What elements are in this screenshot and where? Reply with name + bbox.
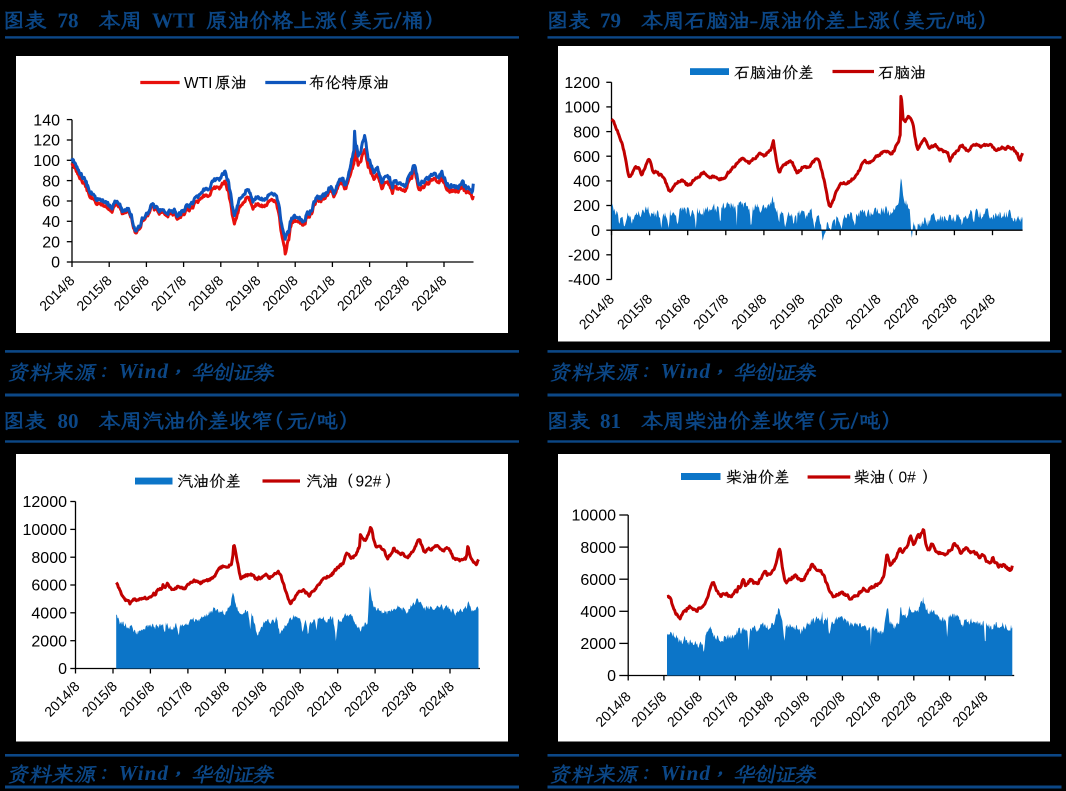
svg-text:800: 800: [573, 124, 600, 141]
svg-text:Wind: Wind: [661, 359, 712, 383]
svg-text:Wind: Wind: [119, 359, 170, 383]
svg-text:1000: 1000: [564, 100, 600, 117]
svg-text:10000: 10000: [572, 508, 617, 525]
svg-text:0: 0: [51, 255, 60, 272]
svg-text:-200: -200: [568, 248, 600, 265]
svg-text:80: 80: [42, 173, 60, 190]
svg-text:92#: 92#: [356, 474, 382, 491]
svg-text:0: 0: [607, 668, 616, 685]
svg-text:4000: 4000: [31, 606, 67, 623]
svg-text:WTI: WTI: [152, 9, 195, 33]
svg-text:2000: 2000: [31, 633, 67, 650]
svg-text:6000: 6000: [580, 572, 616, 589]
svg-text:40: 40: [42, 214, 60, 231]
svg-text:8000: 8000: [580, 540, 616, 557]
svg-text:6000: 6000: [31, 578, 67, 595]
svg-text:0: 0: [58, 661, 67, 678]
svg-text:600: 600: [573, 149, 600, 166]
svg-text:4000: 4000: [580, 604, 616, 621]
svg-text:80: 80: [58, 409, 79, 433]
svg-text:WTI: WTI: [184, 75, 212, 92]
svg-text:0: 0: [591, 223, 600, 240]
svg-text:Wind: Wind: [119, 761, 170, 785]
svg-text:81: 81: [600, 409, 621, 433]
svg-text:20: 20: [42, 234, 60, 251]
svg-text:78: 78: [58, 9, 79, 33]
svg-text:-400: -400: [568, 272, 600, 289]
svg-text:60: 60: [42, 194, 60, 211]
svg-text:Wind: Wind: [661, 761, 712, 785]
svg-text:120: 120: [33, 133, 60, 150]
svg-text:200: 200: [573, 198, 600, 215]
svg-text:79: 79: [600, 9, 621, 33]
svg-text:2000: 2000: [580, 636, 616, 653]
svg-text:0#: 0#: [899, 470, 917, 487]
svg-text:140: 140: [33, 112, 60, 129]
svg-text:100: 100: [33, 153, 60, 170]
svg-text:8000: 8000: [31, 550, 67, 567]
svg-text:10000: 10000: [23, 522, 68, 539]
svg-text:1200: 1200: [564, 75, 600, 92]
svg-text:12000: 12000: [23, 494, 68, 511]
svg-text:400: 400: [573, 174, 600, 191]
